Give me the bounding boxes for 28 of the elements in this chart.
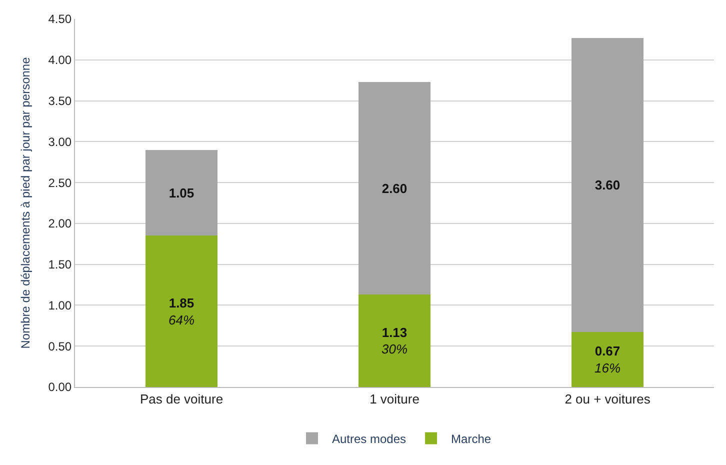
- bar: [358, 82, 431, 295]
- bar: [145, 236, 218, 387]
- x-tick-label: 2 ou + voitures: [564, 392, 651, 407]
- data-label: 1.05: [168, 185, 194, 200]
- data-label: 2.60: [382, 180, 408, 196]
- y-tick-label: 2.00: [48, 216, 72, 231]
- y-tick-label: 4.00: [48, 53, 72, 68]
- data-label: 3.60: [594, 178, 620, 193]
- bar: [358, 294, 431, 387]
- x-tick-label: 1 voiture: [370, 392, 420, 407]
- data-label: 1.85 64%: [168, 295, 195, 328]
- bar: [571, 38, 644, 332]
- x-tick-label: Pas de voiture: [140, 392, 224, 407]
- y-tick-label: 1.50: [48, 258, 72, 272]
- y-axis-title: Nombre de déplacements à pied par jour par personne: [18, 56, 33, 349]
- y-tick-label: 0.50: [48, 339, 72, 354]
- bar: [571, 332, 644, 387]
- y-tick-label: 3.00: [48, 134, 72, 149]
- y-tick-label: 3.50: [48, 94, 72, 108]
- y-tick-label: 1.00: [48, 298, 72, 312]
- y-tick-label: 2.50: [48, 176, 72, 190]
- legend-label: Marche: [451, 432, 492, 446]
- data-label: 1.13 30%: [381, 324, 408, 357]
- bar: [145, 150, 218, 236]
- y-tick-label: 4.50: [48, 12, 72, 26]
- data-label: 0.67 16%: [594, 344, 621, 376]
- y-tick-label: 0.00: [48, 380, 72, 394]
- legend-label: Autres modes: [332, 432, 406, 446]
